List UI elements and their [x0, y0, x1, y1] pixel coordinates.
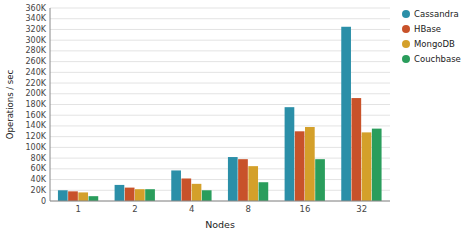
- bar: [68, 191, 78, 201]
- legend-swatch: [402, 25, 410, 33]
- bar: [341, 27, 351, 201]
- y-tick-label: 0: [41, 197, 46, 206]
- legend-swatch: [402, 10, 410, 18]
- bar: [305, 127, 315, 201]
- grid-line: [50, 136, 390, 137]
- grid-line: [50, 8, 390, 9]
- x-axis-line: [50, 201, 390, 202]
- bar: [115, 185, 125, 201]
- y-tick-label: 260K: [25, 57, 46, 66]
- bar: [372, 129, 382, 201]
- bar: [228, 157, 238, 201]
- legend-label: MongoDB: [414, 39, 455, 49]
- y-tick-label: 320K: [25, 25, 46, 34]
- bar: [145, 189, 155, 201]
- y-tick-label: 300K: [25, 36, 46, 45]
- legend-swatch: [402, 55, 410, 63]
- grid-line: [50, 50, 390, 51]
- grid-line: [50, 158, 390, 159]
- y-axis-label: Operations / sec: [5, 70, 15, 140]
- bar: [295, 131, 305, 201]
- y-tick-label: 240K: [25, 68, 46, 77]
- legend: Cassandra HBase MongoDB Couchbase: [402, 9, 461, 64]
- y-tick-label: 180K: [25, 100, 46, 109]
- y-tick-label: 340K: [25, 14, 46, 23]
- bar: [181, 178, 191, 201]
- y-tick-label: 100K: [25, 143, 46, 152]
- y-axis-line: [50, 8, 51, 201]
- y-tick-label: 40K: [31, 175, 47, 184]
- grid-line: [50, 93, 390, 94]
- bar: [192, 184, 202, 201]
- grid-line: [50, 83, 390, 84]
- y-tick-label: 200K: [25, 89, 46, 98]
- y-tick-label: 120K: [25, 132, 46, 141]
- legend-label: HBase: [414, 24, 441, 34]
- grid-line: [50, 40, 390, 41]
- bar: [171, 170, 181, 201]
- grid-line: [50, 147, 390, 148]
- y-grid: [50, 8, 390, 201]
- x-axis-label: Nodes: [205, 219, 235, 230]
- bar: [89, 196, 99, 201]
- bar: [238, 159, 248, 201]
- x-tick-label: 16: [300, 204, 311, 214]
- legend-label: Cassandra: [414, 9, 459, 19]
- bar: [125, 188, 135, 201]
- x-tick-label: 2: [132, 204, 137, 214]
- y-tick-label: 360K: [25, 4, 46, 13]
- bar: [315, 159, 325, 201]
- x-tick-labels: 1 2 4 8 16 32: [76, 204, 367, 214]
- grid-line: [50, 179, 390, 180]
- y-tick-label: 140K: [25, 121, 46, 130]
- grid-line: [50, 125, 390, 126]
- grid-line: [50, 201, 390, 202]
- bar: [362, 132, 372, 201]
- bar: [285, 107, 295, 201]
- grid-line: [50, 190, 390, 191]
- legend-label: Couchbase: [414, 54, 461, 64]
- bars: [58, 27, 382, 201]
- x-tick-label: 8: [246, 204, 251, 214]
- grid-line: [50, 18, 390, 19]
- bar: [78, 192, 88, 201]
- grid-line: [50, 115, 390, 116]
- bar: [248, 166, 258, 201]
- y-tick-label: 220K: [25, 79, 46, 88]
- x-tick-label: 1: [76, 204, 81, 214]
- bar: [202, 190, 212, 201]
- bar: [351, 98, 361, 201]
- bar: [259, 182, 269, 201]
- x-tick-label: 4: [189, 204, 194, 214]
- grid-line: [50, 104, 390, 105]
- grid-line: [50, 168, 390, 169]
- grid-line: [50, 61, 390, 62]
- legend-swatch: [402, 40, 410, 48]
- y-tick-label: 80K: [31, 154, 47, 163]
- y-tick-label: 60K: [31, 164, 47, 173]
- y-tick-label: 20K: [31, 186, 47, 195]
- bar: [58, 190, 68, 201]
- bar: [135, 189, 145, 201]
- y-tick-label: 160K: [25, 111, 46, 120]
- y-tick-labels: 0 20K 40K 60K80K 100K 120K 140K160K 180K 200K220…: [25, 4, 46, 206]
- x-tick-label: 32: [356, 204, 367, 214]
- y-tick-label: 280K: [25, 46, 46, 55]
- chart: 0 20K 40K 60K80K 100K 120K 140K160K 180K 200K220…: [0, 0, 474, 233]
- grid-line: [50, 29, 390, 30]
- grid-line: [50, 72, 390, 73]
